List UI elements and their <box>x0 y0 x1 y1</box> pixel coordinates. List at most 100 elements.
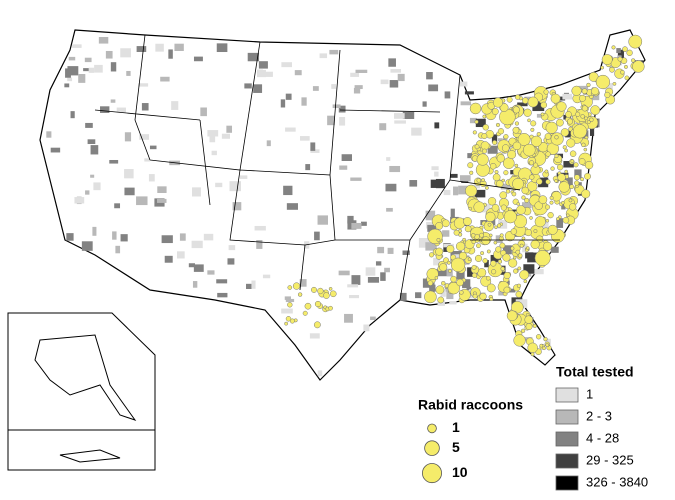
county <box>429 284 436 292</box>
county <box>331 84 337 89</box>
raccoon-dot <box>535 334 542 340</box>
raccoon-dot <box>474 144 480 150</box>
county <box>389 80 399 88</box>
county <box>92 226 97 236</box>
county <box>301 97 307 106</box>
raccoon-dot <box>566 213 570 218</box>
county <box>355 69 368 73</box>
county <box>527 252 538 263</box>
county <box>114 203 121 209</box>
raccoon-dot <box>481 133 488 140</box>
alaska-inset <box>7 312 156 471</box>
raccoon-dot <box>534 201 543 210</box>
county <box>464 91 474 95</box>
county <box>339 117 346 126</box>
raccoon-dot <box>547 212 554 219</box>
raccoon-dot <box>496 223 502 228</box>
county <box>247 52 260 62</box>
raccoon-dot <box>550 166 555 171</box>
legend-symbol <box>422 463 442 484</box>
county <box>281 62 292 68</box>
county <box>216 279 228 284</box>
raccoon-dot <box>579 94 586 102</box>
county <box>254 225 266 231</box>
legend-label: 1 <box>452 419 460 435</box>
raccoon-dot <box>564 169 569 174</box>
legend-swatch <box>555 387 579 403</box>
county <box>522 243 528 253</box>
raccoon-dot <box>500 266 505 271</box>
raccoon-dot <box>527 118 531 123</box>
raccoon-dot <box>521 236 526 241</box>
county <box>81 241 93 251</box>
county <box>179 233 186 241</box>
raccoon-dot <box>523 279 528 284</box>
county <box>136 46 147 52</box>
raccoon-dot <box>427 280 434 286</box>
legend-swatch <box>555 409 579 425</box>
county <box>442 230 450 237</box>
raccoon-dot <box>514 94 521 100</box>
county <box>155 43 164 52</box>
raccoon-dot <box>439 263 448 272</box>
raccoon-dot <box>530 127 535 132</box>
county <box>294 70 302 76</box>
raccoon-dot <box>584 160 594 170</box>
raccoon-dot <box>561 200 565 205</box>
raccoon-dot <box>515 291 523 298</box>
raccoon-dot <box>544 204 551 210</box>
county <box>561 203 566 210</box>
county <box>450 173 458 178</box>
raccoon-dot <box>434 276 439 280</box>
raccoon-dot <box>428 252 435 258</box>
raccoon-dot <box>453 229 460 236</box>
county <box>332 104 341 109</box>
county <box>380 79 389 85</box>
county <box>299 279 307 287</box>
raccoon-dot <box>589 117 594 123</box>
raccoon-dot <box>542 346 546 351</box>
county <box>90 145 99 155</box>
raccoon-dot <box>581 189 591 199</box>
raccoon-dot <box>533 162 539 168</box>
raccoon-dot <box>556 217 560 221</box>
county <box>192 187 201 197</box>
county <box>116 107 126 113</box>
raccoon-dot <box>575 111 581 117</box>
county <box>523 264 535 274</box>
county <box>72 44 82 48</box>
raccoon-dot <box>522 97 529 104</box>
county <box>68 56 76 61</box>
raccoon-dot <box>514 121 519 126</box>
county <box>67 66 79 76</box>
county <box>136 196 148 206</box>
raccoon-dot <box>562 145 567 150</box>
raccoon-dot <box>310 286 317 293</box>
raccoon-dot <box>450 275 457 283</box>
raccoon-dot <box>517 133 531 146</box>
raccoon-dot <box>529 174 535 180</box>
raccoon-dot <box>572 124 588 139</box>
legend-symbol <box>424 440 440 456</box>
raccoon-dot <box>448 269 452 273</box>
county <box>161 235 173 244</box>
raccoon-dot <box>501 178 505 183</box>
county <box>458 185 470 195</box>
county <box>517 102 528 107</box>
county <box>456 269 465 280</box>
county <box>266 140 271 147</box>
county <box>244 83 252 89</box>
raccoon-dot <box>522 143 536 157</box>
raccoon-dot <box>540 112 545 117</box>
county <box>484 260 489 268</box>
county <box>360 221 367 226</box>
raccoon-dot <box>583 147 588 152</box>
raccoon-dot <box>492 97 504 108</box>
county <box>387 247 394 254</box>
raccoon-dot <box>529 216 533 220</box>
raccoon-dot <box>545 218 550 223</box>
raccoon-dot <box>569 203 577 211</box>
county <box>563 161 574 168</box>
raccoon-dot <box>556 118 564 127</box>
raccoon-dot <box>530 239 540 249</box>
